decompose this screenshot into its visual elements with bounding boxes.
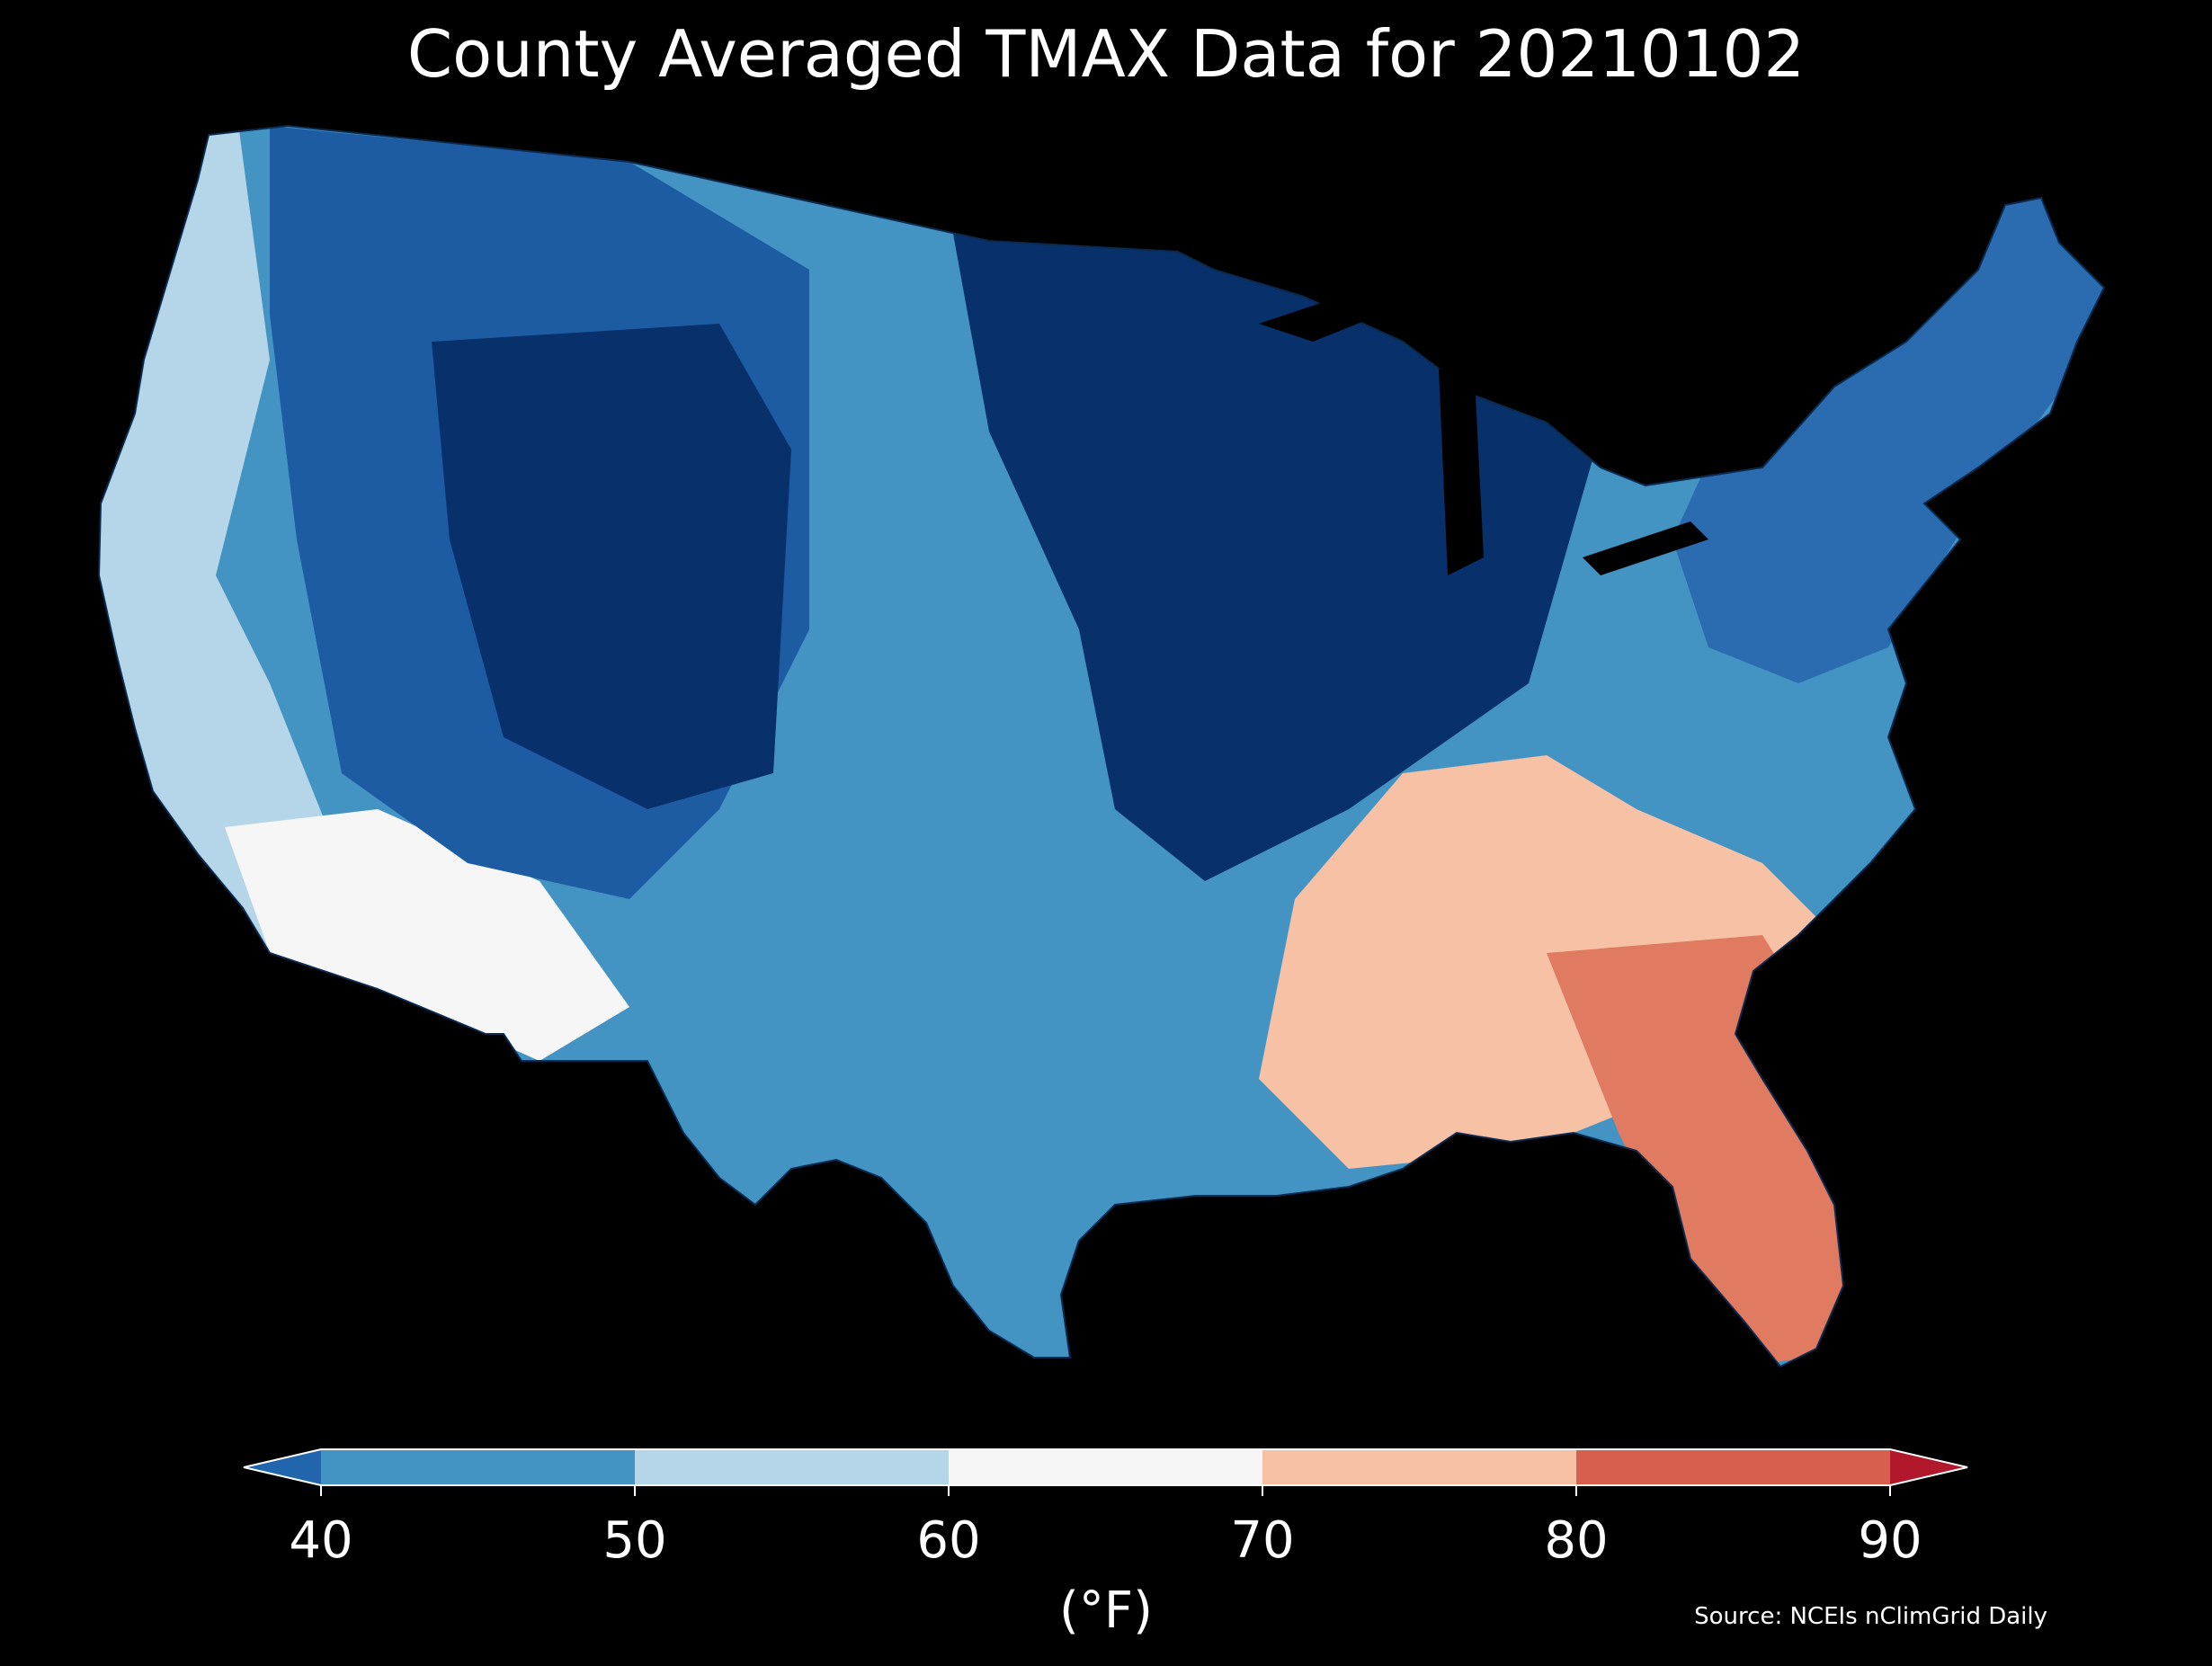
colorbar-tick-label: 60 <box>916 1511 980 1570</box>
map-region-pacific-coast <box>99 126 468 1025</box>
colorbar: 40 50 60 70 80 90 (°F) <box>243 1448 1968 1640</box>
map-region-northeast <box>1672 162 2104 683</box>
colorbar-label: (°F) <box>1059 1581 1153 1640</box>
colorbar-tick-label: 40 <box>289 1511 352 1570</box>
lake-erie <box>1583 521 1708 575</box>
colorbar-tick-label: 80 <box>1544 1511 1608 1570</box>
map-region-northern-plains <box>953 234 1601 881</box>
chart-title: County Averaged TMAX Data for 20210102 <box>406 16 1806 92</box>
map-region-florida <box>1547 935 1870 1367</box>
colorbar-bin-50-60 <box>635 1449 950 1485</box>
lake-michigan <box>1439 369 1484 575</box>
map-region-rockies-core <box>432 324 791 809</box>
colorbar-tick-label: 70 <box>1230 1511 1294 1570</box>
colorbar-tick-label: 90 <box>1858 1511 1922 1570</box>
colorbar-extend-low <box>244 1449 321 1485</box>
colorbar-bin-80-90 <box>1576 1449 1891 1485</box>
source-note: Source: NCEIs nClimGrid Daily <box>1694 1603 2047 1630</box>
lake-superior <box>1259 288 1403 342</box>
colorbar-bin-40-50 <box>321 1449 636 1485</box>
colorbar-extend-high <box>1890 1449 1967 1485</box>
colorbar-tick-label: 50 <box>602 1511 666 1570</box>
colorbar-bin-70-80 <box>1262 1449 1577 1485</box>
colorbar-bin-60-70 <box>949 1449 1263 1485</box>
map-region-desert-southwest <box>225 809 629 1061</box>
